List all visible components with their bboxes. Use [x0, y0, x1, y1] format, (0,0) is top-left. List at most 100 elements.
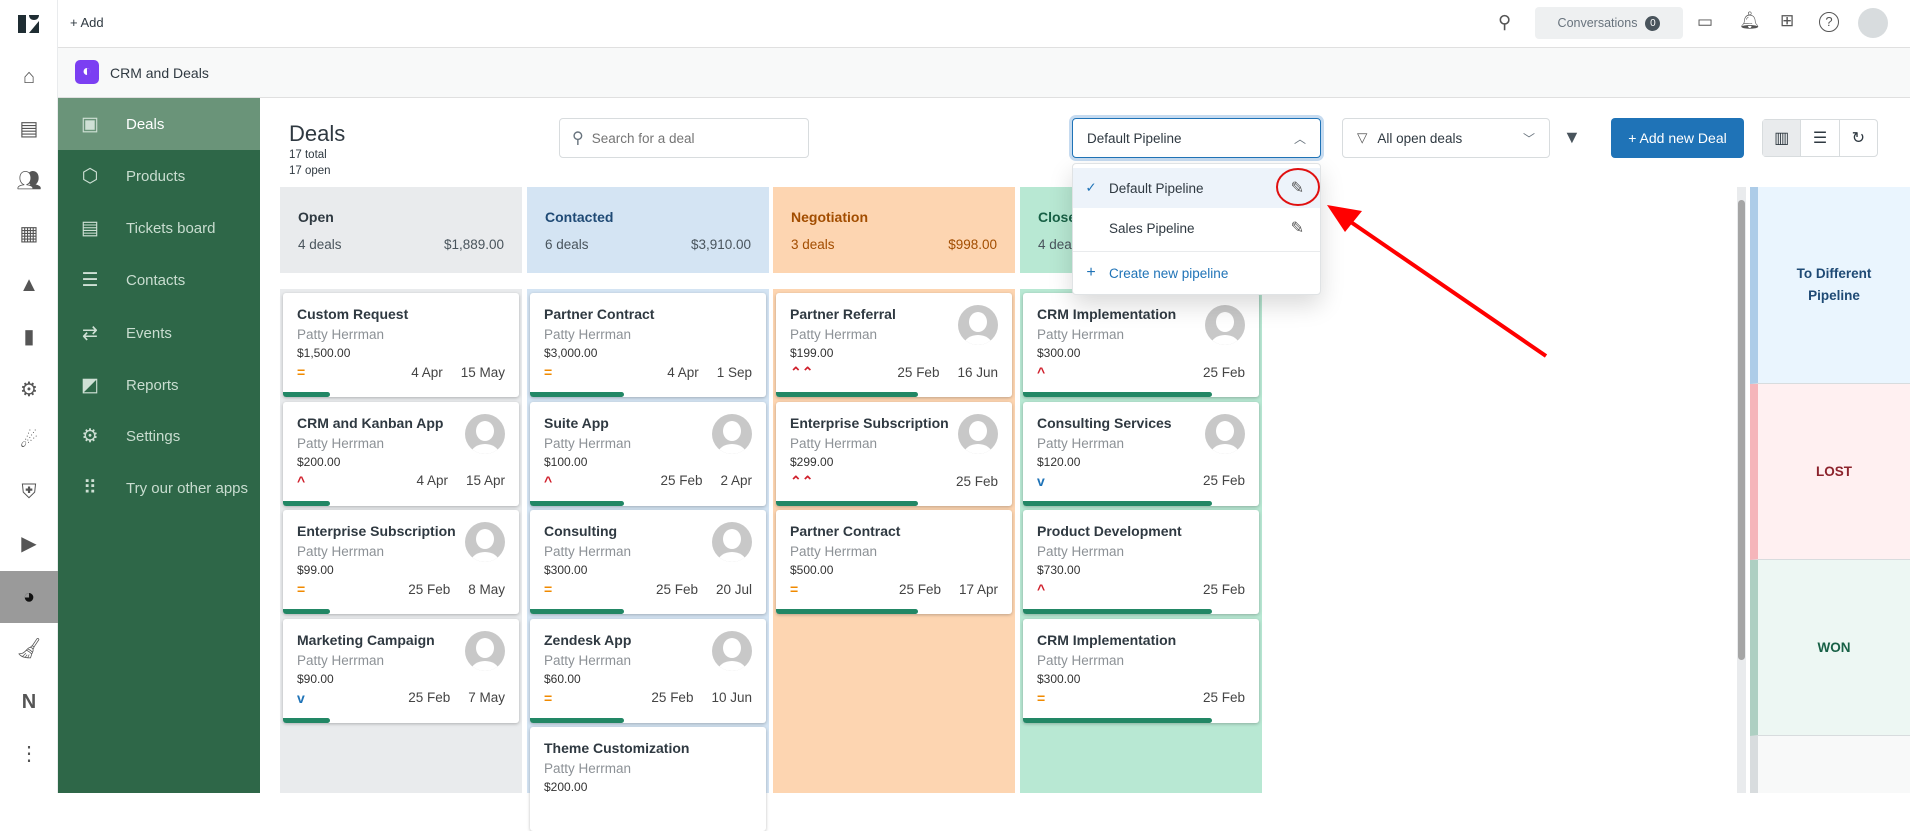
deal-card[interactable]: CRM Implementation Patty Herrman $300.00… [1023, 618, 1259, 723]
search-input[interactable] [591, 130, 792, 146]
search-icon[interactable]: ⚲ [1498, 12, 1512, 32]
add-button[interactable]: + Add [70, 15, 104, 30]
search-field[interactable]: ⚲ [559, 118, 809, 158]
sidebar-item-deals[interactable]: ▣ Deals [58, 98, 260, 150]
people-icon[interactable]: 👥︎ [16, 169, 42, 192]
sidebar-item-other-apps[interactable]: ⠿ Try our other apps [58, 462, 260, 514]
deal-amount: $100.00 [544, 454, 588, 469]
drop-zone-label: LOST [1816, 463, 1852, 479]
deal-card[interactable]: Partner Contract Patty Herrman $500.00 =… [776, 510, 1012, 614]
stage-progress-bar [283, 500, 331, 506]
pipeline-select[interactable]: Default Pipeline ︿ [1072, 118, 1321, 158]
deal-card[interactable]: Enterprise Subscription Patty Herrman $9… [283, 510, 519, 614]
admin-gear-icon[interactable]: ⚙ [20, 378, 38, 401]
organization-icon[interactable]: ▦ [19, 222, 39, 245]
drop-zone-different-pipeline[interactable]: To Different Pipeline [1750, 187, 1910, 384]
avatar [465, 413, 505, 454]
swap-arrows-icon: ⇄ [82, 322, 98, 344]
deal-title: CRM Implementation [1037, 631, 1177, 648]
video-icon[interactable]: ▶ [21, 532, 37, 555]
chevron-down-icon: ﹀ [1522, 131, 1535, 146]
create-pipeline-option[interactable]: + Create new pipeline [1073, 252, 1320, 294]
add-new-deal-button[interactable]: + Add new Deal [1611, 118, 1744, 158]
deal-title: Suite App [544, 414, 609, 431]
deal-amount: $99.00 [297, 563, 334, 577]
n-app-icon[interactable]: N [21, 690, 37, 713]
column-header-negotiation: Negotiation 3 deals $998.00 [773, 187, 1015, 273]
deal-date: 7 May [468, 690, 505, 705]
deal-date: 25 Feb [408, 581, 451, 597]
deal-owner: Patty Herrman [544, 435, 632, 451]
conversations-button[interactable]: Conversations 0 [1535, 7, 1683, 39]
deal-date: 4 Apr [416, 473, 448, 488]
drop-zone-won[interactable]: WON [1750, 560, 1910, 736]
more-icon[interactable]: ⋮ [19, 742, 39, 765]
list-view-icon[interactable]: ☰ [1801, 120, 1840, 156]
filter-icon[interactable]: ▼ [1563, 127, 1581, 147]
bell-icon[interactable]: 🔔︎ [1739, 11, 1761, 30]
zendesk-logo-icon[interactable] [0, 0, 58, 46]
shield-icon[interactable]: ⛨ [21, 480, 37, 503]
deal-owner: Patty Herrman [544, 544, 632, 559]
pipeline-option-sales[interactable]: Sales Pipeline ✎ [1073, 208, 1320, 248]
deal-amount: $60.00 [544, 671, 581, 686]
deal-card[interactable]: Custom Request Patty Herrman $1,500.00 =… [283, 293, 519, 397]
deal-card[interactable]: CRM Implementation Patty Herrman $300.00… [1023, 293, 1259, 397]
deal-card[interactable]: Enterprise Subscription Patty Herrman $2… [776, 401, 1012, 506]
sidebar-item-settings[interactable]: ⚙ Settings [58, 410, 260, 462]
deal-card[interactable]: CRM and Kanban App Patty Herrman $200.00… [283, 401, 519, 506]
search-icon: ⚲ [572, 130, 584, 147]
deal-filter-value: All open deals [1377, 130, 1463, 146]
comet-icon[interactable]: ☄ [20, 429, 38, 452]
board-scrollbar[interactable] [1737, 187, 1746, 793]
deal-amount: $299.00 [790, 454, 834, 469]
pipeline-option-default[interactable]: ✓ Default Pipeline ✎ [1073, 168, 1320, 208]
sidebar-item-products[interactable]: ⬡ Products [58, 150, 260, 202]
column-header-open: Open 4 deals $1,889.00 [280, 187, 522, 273]
avatar [958, 413, 998, 454]
help-icon[interactable]: ? [1819, 12, 1839, 32]
sidebar-item-contacts[interactable]: ☰ Contacts [58, 254, 260, 306]
priority-medium-icon: = [544, 364, 553, 380]
page-title: Deals [289, 121, 346, 146]
shapes-icon[interactable]: ▲ [19, 273, 39, 296]
tickets-icon[interactable]: ▤ [19, 117, 39, 140]
user-avatar[interactable] [1858, 8, 1888, 38]
broom-icon[interactable]: 🧹︎ [16, 637, 42, 660]
deal-date: 25 Feb [408, 690, 451, 705]
deal-card[interactable]: Partner Contract Patty Herrman $3,000.00… [530, 293, 766, 397]
edit-pencil-icon[interactable]: ✎ [1290, 220, 1304, 237]
deal-card[interactable]: Partner Referral Patty Herrman $199.00 ⌃… [776, 293, 1012, 397]
kanban-view-icon[interactable]: ▥ [1763, 120, 1802, 156]
deal-card[interactable]: Zendesk App Patty Herrman $60.00 = 25 Feb… [530, 618, 766, 723]
chevron-up-icon: ︿ [1293, 131, 1306, 146]
apps-grid-icon[interactable]: ⊞ [1780, 11, 1795, 30]
sidebar-item-tickets-board[interactable]: ▤ Tickets board [58, 202, 260, 254]
refresh-icon[interactable]: ↻ [1851, 130, 1866, 147]
edit-pencil-icon[interactable]: ✎ [1290, 180, 1304, 197]
deal-date: 15 May [460, 364, 505, 380]
home-icon[interactable]: ⌂ [22, 65, 36, 88]
reporting-icon[interactable]: ▮ [23, 325, 35, 348]
deal-card[interactable]: Suite App Patty Herrman $100.00 ^ 25 Feb 2… [530, 401, 766, 506]
deal-card[interactable]: Marketing Campaign Patty Herrman $90.00 … [283, 618, 519, 723]
deal-filter-select[interactable]: ▽ All open deals ﹀ [1342, 118, 1550, 158]
deal-date: 4 Apr [667, 364, 699, 380]
app-title: CRM and Deals [110, 65, 209, 81]
scrollbar-thumb[interactable] [1738, 200, 1745, 660]
sidebar-item-reports[interactable]: ◩ Reports [58, 359, 260, 411]
deal-amount: $500.00 [790, 563, 834, 577]
crm-app-icon[interactable]: ◕ [0, 571, 58, 623]
sidebar-item-label: Tickets board [126, 219, 216, 237]
drop-zone-lost[interactable]: LOST [1750, 384, 1910, 560]
deal-card[interactable]: Product Development Patty Herrman $730.0… [1023, 510, 1259, 614]
deal-card[interactable]: Consulting Services Patty Herrman $120.0… [1023, 401, 1259, 506]
chat-icon[interactable]: ▭ [1697, 12, 1714, 31]
deal-card[interactable]: Theme Customization Patty Herrman $200.0… [530, 727, 766, 831]
sidebar-item-events[interactable]: ⇄ Events [58, 307, 260, 359]
stage-progress-bar [530, 392, 625, 397]
app-sidebar: ▣ Deals ⬡ Products ▤ Tickets board ☰ Contact… [58, 98, 260, 793]
stage-progress-bar [1023, 392, 1212, 397]
deal-card[interactable]: Consulting Patty Herrman $300.00 = 25 Feb… [530, 510, 766, 614]
priority-medium-icon: = [297, 364, 306, 380]
